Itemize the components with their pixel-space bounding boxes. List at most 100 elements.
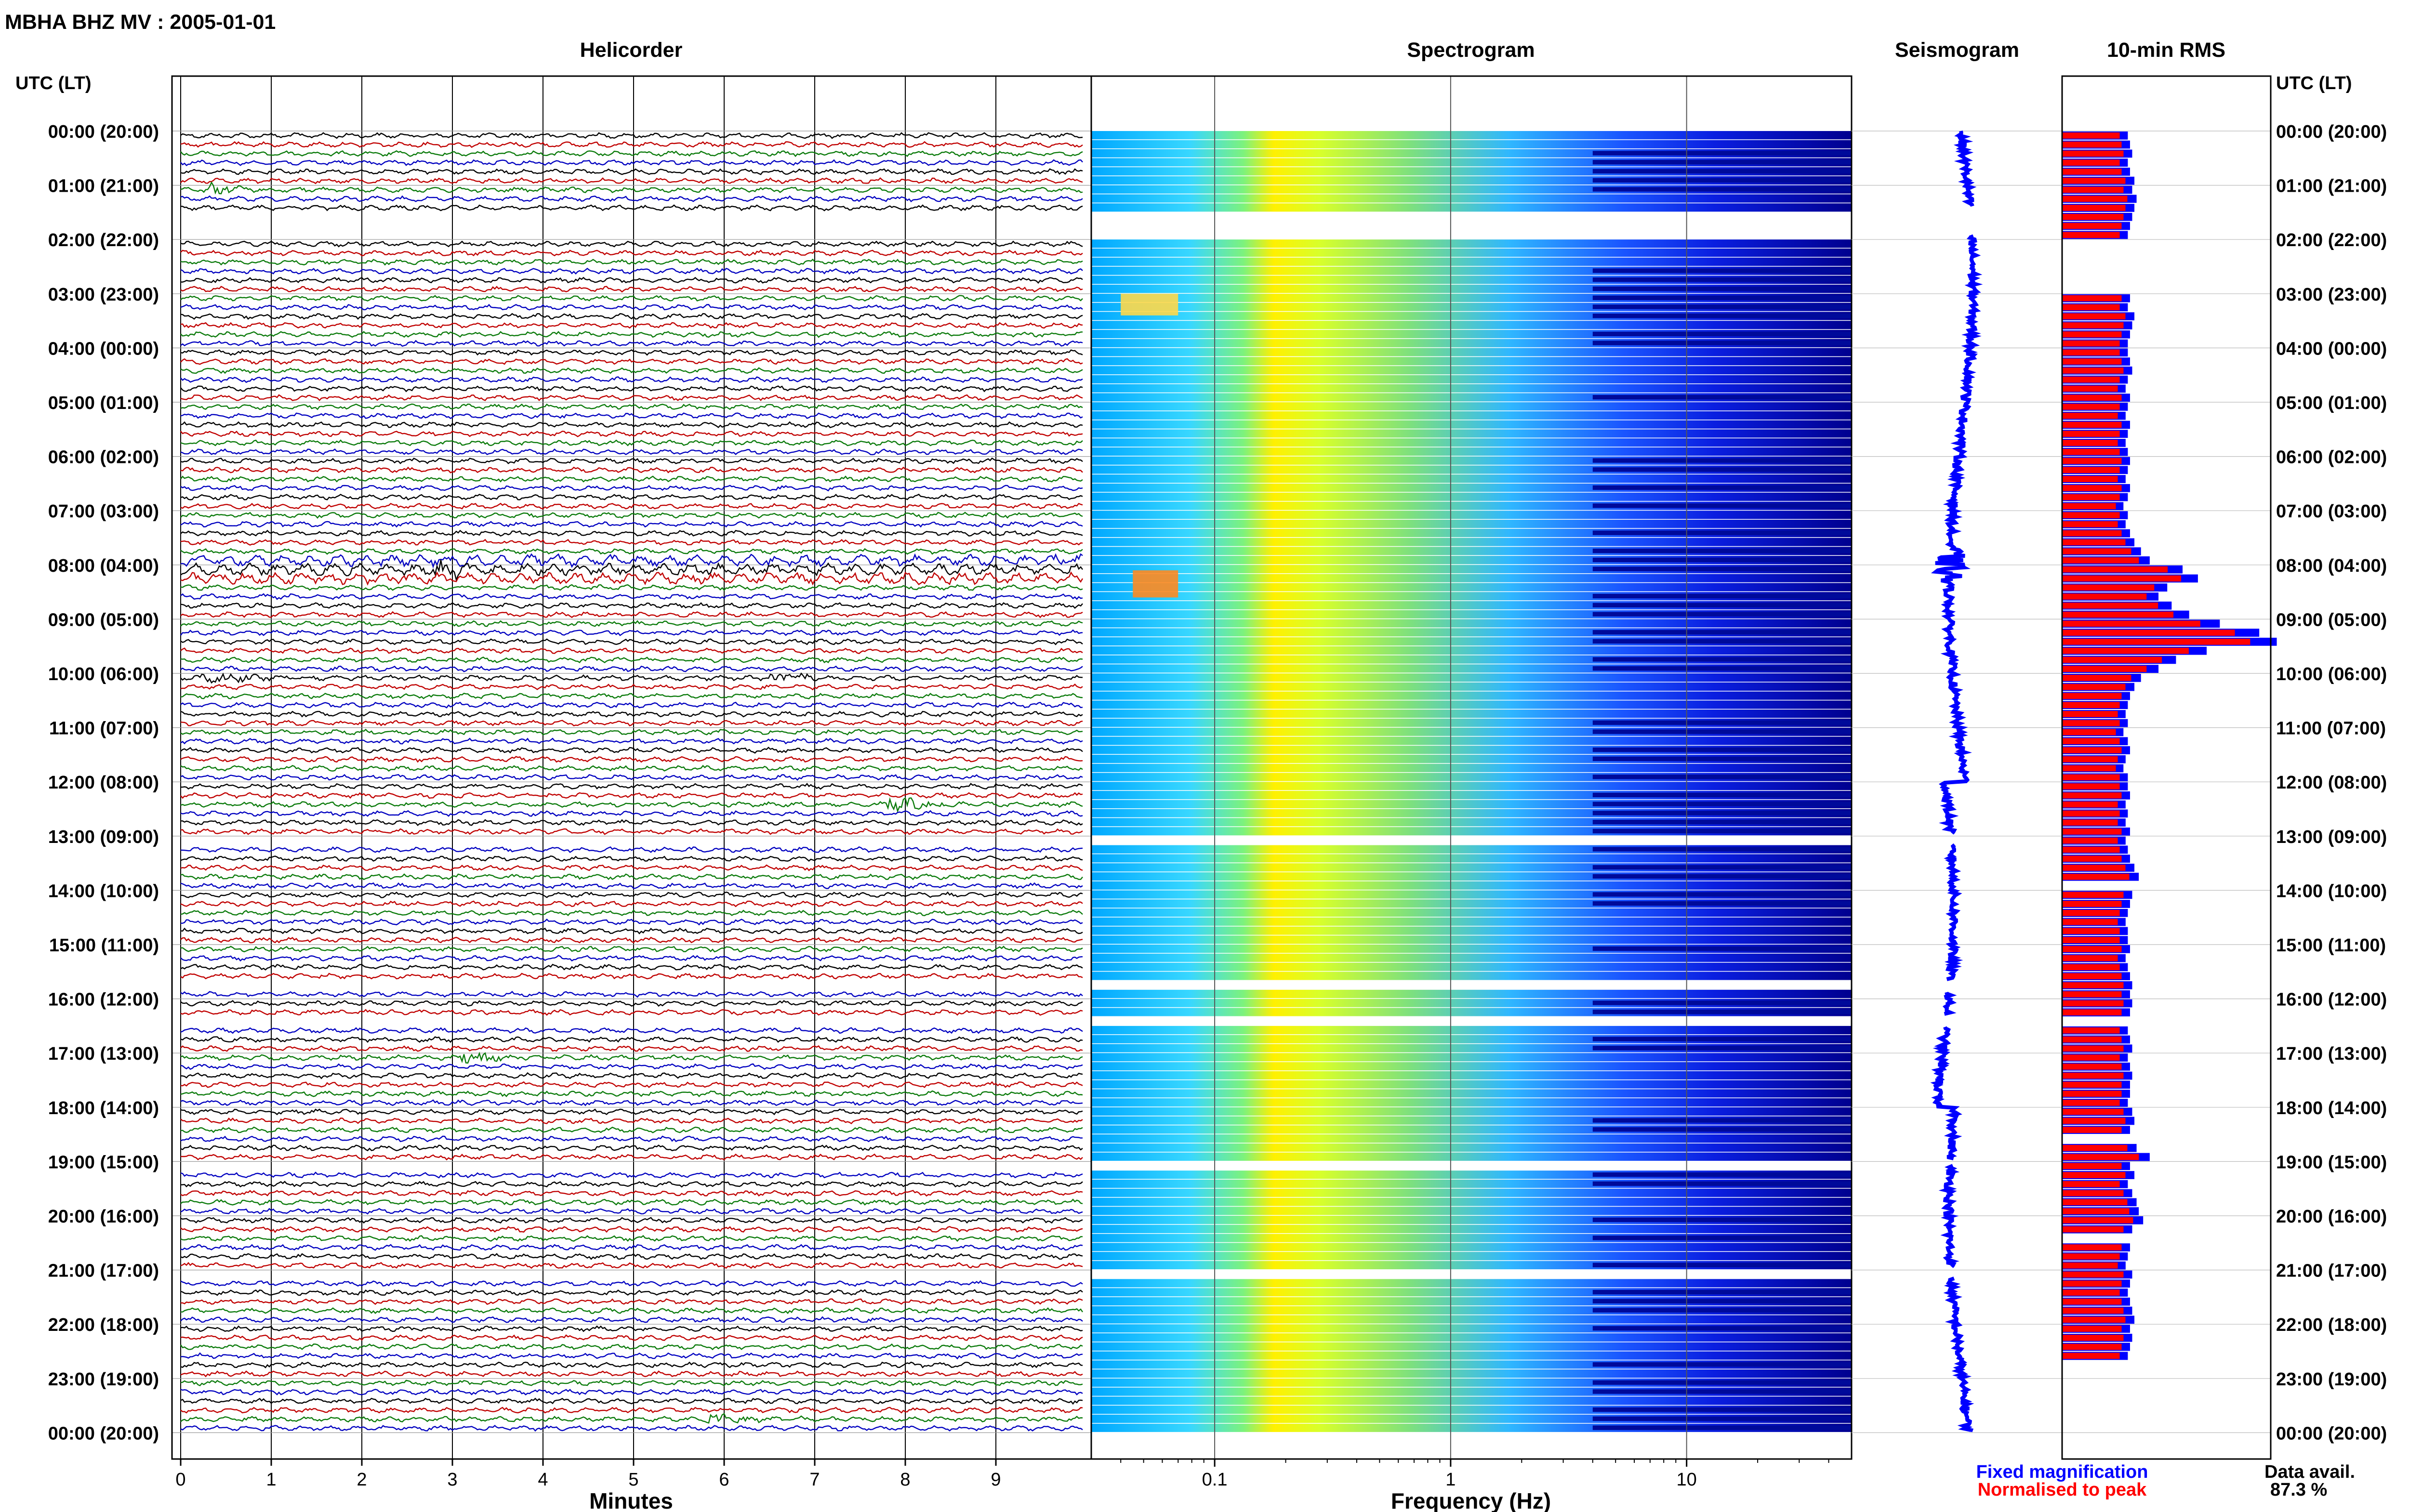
rms-bar-normalised bbox=[2062, 792, 2122, 799]
helicorder-trace-row bbox=[180, 683, 1083, 691]
spectrogram-rows bbox=[1091, 131, 1852, 1432]
spectrogram-row bbox=[1091, 1333, 1852, 1342]
spectrogram-band bbox=[1592, 593, 1852, 599]
hour-label: 23:00 (19:00) bbox=[2276, 1369, 2387, 1390]
helicorder-trace-row bbox=[180, 1009, 1083, 1016]
spectrogram-band bbox=[1592, 1362, 1852, 1367]
spectrogram-row bbox=[1091, 239, 1852, 248]
spectrogram-row bbox=[1091, 194, 1852, 203]
rms-bar-normalised bbox=[2062, 186, 2124, 193]
hour-label: 06:00 (02:00) bbox=[48, 447, 159, 468]
helicorder-traces bbox=[180, 132, 1084, 1432]
spectrogram-band bbox=[1592, 1289, 1852, 1295]
helicorder-trace-row bbox=[180, 629, 1083, 636]
hour-label: 00:00 (20:00) bbox=[2276, 122, 2387, 142]
spectrogram-row bbox=[1091, 131, 1852, 140]
hour-label: 11:00 (07:00) bbox=[49, 719, 159, 739]
helicorder-trace-row bbox=[180, 358, 1083, 365]
rms-bar-normalised bbox=[2062, 159, 2120, 166]
hour-label: 22:00 (18:00) bbox=[48, 1315, 159, 1335]
x-tick-label: 2 bbox=[357, 1470, 367, 1490]
rms-bar-normalised bbox=[2062, 756, 2118, 763]
rms-bar-normalised bbox=[2062, 964, 2120, 971]
rms-bar-normalised bbox=[2062, 738, 2120, 745]
spectrogram-band bbox=[1592, 160, 1852, 165]
spectrogram-row bbox=[1091, 402, 1852, 411]
helicorder-trace-row bbox=[180, 963, 1083, 971]
rms-bar-normalised bbox=[2062, 232, 2120, 238]
rms-bar-normalised bbox=[2062, 810, 2120, 817]
rms-bar-normalised bbox=[2062, 313, 2126, 320]
helicorder-trace-row bbox=[180, 466, 1083, 473]
helicorder-trace-row bbox=[180, 855, 1083, 862]
helicorder-trace-row bbox=[180, 286, 1083, 293]
spectrogram-band bbox=[1592, 503, 1852, 508]
helicorder-trace-row bbox=[180, 412, 1083, 420]
helicorder-trace-row bbox=[180, 1090, 1083, 1097]
spectrogram-row bbox=[1091, 474, 1852, 483]
hour-label: 03:00 (23:00) bbox=[48, 285, 159, 305]
rms-bar-normalised bbox=[2062, 440, 2118, 446]
helicorder-trace-row bbox=[180, 737, 1083, 745]
spectrogram-band bbox=[1592, 865, 1852, 870]
helicorder-trace-row bbox=[180, 132, 1083, 139]
helicorder-trace-row bbox=[180, 900, 1083, 907]
rms-bar-normalised bbox=[2062, 1280, 2122, 1287]
spectrogram-row bbox=[1091, 257, 1852, 266]
spectrogram-band bbox=[1592, 314, 1852, 318]
helicorder-trace-row bbox=[180, 367, 1083, 374]
spectrogram-row bbox=[1091, 1396, 1852, 1405]
rms-bar-normalised bbox=[2062, 1253, 2120, 1260]
spectrogram-band bbox=[1592, 1217, 1852, 1223]
helicorder-trace-row bbox=[180, 1352, 1083, 1360]
spectrogram-band bbox=[1592, 549, 1852, 553]
rms-bar-normalised bbox=[2062, 1144, 2128, 1151]
rms-bar-normalised bbox=[2062, 1091, 2122, 1097]
spectrogram-hotspot bbox=[1133, 570, 1178, 598]
x-tick-label: 0 bbox=[175, 1470, 185, 1490]
helicorder-trace-row bbox=[180, 755, 1083, 763]
helicorder-trace-row bbox=[180, 485, 1083, 492]
helicorder-trace-row bbox=[180, 204, 1083, 211]
helicorder-trace-row bbox=[180, 521, 1083, 528]
helicorder-trace-row bbox=[180, 276, 1083, 284]
helicorder-trace-row bbox=[180, 1099, 1083, 1106]
rms-bar-normalised bbox=[2062, 1244, 2122, 1251]
spectrogram-band bbox=[1592, 820, 1852, 825]
helicorder-trace-row bbox=[180, 1045, 1083, 1052]
helicorder-trace-row bbox=[180, 559, 1083, 582]
spectrogram-row bbox=[1091, 782, 1852, 790]
helicorder-trace-row bbox=[180, 553, 1083, 569]
helicorder-trace-row bbox=[180, 846, 1083, 853]
spectrogram-band bbox=[1592, 286, 1852, 291]
rms-bar-normalised bbox=[2062, 1334, 2124, 1341]
rms-bar-normalised bbox=[2062, 611, 2174, 618]
hour-label: 19:00 (15:00) bbox=[48, 1152, 159, 1172]
helicorder-trace-row bbox=[180, 955, 1083, 962]
spectrogram-row bbox=[1091, 935, 1852, 944]
spectrogram-row bbox=[1091, 1252, 1852, 1261]
rms-bar-normalised bbox=[2062, 322, 2124, 329]
helicorder-trace-row bbox=[180, 828, 1083, 835]
helicorder-trace-row bbox=[180, 267, 1083, 275]
time-axis-label-left: UTC (LT) bbox=[15, 73, 92, 93]
helicorder-trace-row bbox=[180, 1198, 1083, 1206]
spectrogram-row bbox=[1091, 1062, 1852, 1071]
helicorder-trace-row bbox=[180, 1072, 1083, 1079]
spectrogram-band bbox=[1592, 792, 1852, 798]
helicorder-trace-row bbox=[180, 385, 1083, 393]
rms-bar-normalised bbox=[2062, 865, 2126, 871]
hour-label: 15:00 (11:00) bbox=[2276, 935, 2386, 956]
rms-bar-normalised bbox=[2062, 855, 2122, 862]
helicorder-trace-row bbox=[180, 764, 1083, 772]
helicorder-trace-row bbox=[180, 638, 1083, 645]
hour-label: 03:00 (23:00) bbox=[2276, 285, 2387, 305]
spectrogram-row bbox=[1091, 700, 1852, 709]
rms-bar-normalised bbox=[2062, 1000, 2124, 1007]
spectrogram-band bbox=[1592, 946, 1852, 951]
helicorder-trace-row bbox=[180, 1217, 1083, 1224]
helicorder-x-ticks: 0 1 2 3 4 5 6 7 8 9 bbox=[175, 1459, 1001, 1490]
helicorder-trace-row bbox=[180, 1052, 1083, 1064]
helicorder-trace-row bbox=[180, 394, 1083, 402]
